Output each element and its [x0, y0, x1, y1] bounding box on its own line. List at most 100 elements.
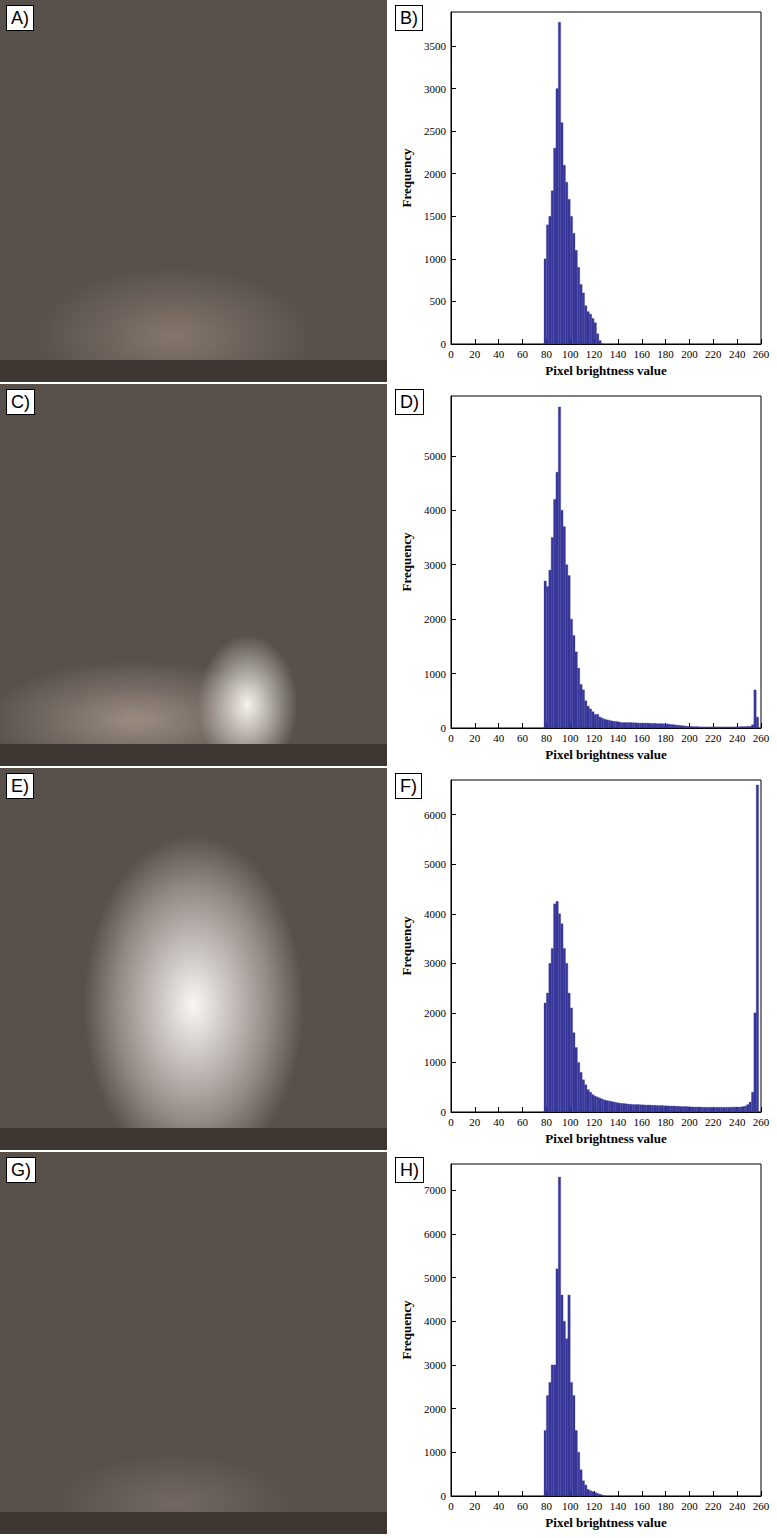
svg-text:40: 40 [493, 1116, 505, 1128]
svg-text:4000: 4000 [424, 1315, 447, 1327]
html-text:C): C) [11, 392, 30, 412]
svg-text:2500: 2500 [424, 125, 447, 137]
html-text:D): D) [400, 392, 419, 412]
svg-text:3000: 3000 [424, 559, 447, 571]
svg-text:120: 120 [586, 1500, 603, 1512]
svg-text:4000: 4000 [424, 908, 447, 920]
svg-text:80: 80 [541, 1116, 553, 1128]
svg-text:260: 260 [753, 1500, 770, 1512]
svg-text:240: 240 [729, 1116, 746, 1128]
svg-text:40: 40 [493, 348, 505, 360]
svg-text:Pixel brightness value: Pixel brightness value [545, 363, 667, 378]
svg-text:0: 0 [441, 1490, 447, 1502]
svg-text:180: 180 [657, 1116, 674, 1128]
svg-text:200: 200 [681, 1116, 698, 1128]
html-text:H): H) [400, 1160, 419, 1180]
svg-text:60: 60 [517, 732, 529, 744]
svg-text:60: 60 [517, 1116, 529, 1128]
svg-text:240: 240 [729, 348, 746, 360]
svg-text:2000: 2000 [424, 168, 447, 180]
svg-text:3500: 3500 [424, 40, 447, 52]
svg-text:500: 500 [430, 295, 447, 307]
svg-text:5000: 5000 [424, 858, 447, 870]
svg-text:160: 160 [634, 1500, 651, 1512]
svg-text:240: 240 [729, 1500, 746, 1512]
svg-text:40: 40 [493, 1500, 505, 1512]
svg-text:4000: 4000 [424, 504, 447, 516]
svg-text:260: 260 [753, 732, 770, 744]
svg-text:0: 0 [441, 1106, 447, 1118]
svg-text:3000: 3000 [424, 957, 447, 969]
html-text:A): A) [11, 8, 29, 28]
svg-text:6000: 6000 [424, 809, 447, 821]
svg-text:160: 160 [634, 348, 651, 360]
svg-text:5000: 5000 [424, 1272, 447, 1284]
svg-text:20: 20 [469, 732, 481, 744]
svg-text:0: 0 [448, 1500, 454, 1512]
svg-text:1000: 1000 [424, 668, 447, 680]
svg-text:180: 180 [657, 732, 674, 744]
svg-text:3000: 3000 [424, 1359, 447, 1371]
svg-text:100: 100 [562, 732, 579, 744]
svg-text:140: 140 [610, 1116, 627, 1128]
svg-text:Frequency: Frequency [399, 1300, 414, 1359]
svg-text:200: 200 [681, 732, 698, 744]
svg-text:2000: 2000 [424, 613, 447, 625]
svg-text:180: 180 [657, 1500, 674, 1512]
svg-text:1000: 1000 [424, 1446, 447, 1458]
svg-text:80: 80 [541, 732, 553, 744]
svg-text:Frequency: Frequency [399, 916, 414, 975]
svg-text:1500: 1500 [424, 210, 447, 222]
svg-text:80: 80 [541, 1500, 553, 1512]
svg-text:220: 220 [705, 732, 722, 744]
svg-text:140: 140 [610, 1500, 627, 1512]
svg-text:2000: 2000 [424, 1403, 447, 1415]
svg-text:260: 260 [753, 1116, 770, 1128]
svg-text:0: 0 [441, 338, 447, 350]
svg-text:260: 260 [753, 348, 770, 360]
svg-text:160: 160 [634, 1116, 651, 1128]
svg-text:Pixel brightness value: Pixel brightness value [545, 1515, 667, 1530]
svg-text:0: 0 [448, 348, 454, 360]
svg-text:100: 100 [562, 1116, 579, 1128]
svg-text:240: 240 [729, 732, 746, 744]
html-text:G): G) [11, 1160, 31, 1180]
svg-text:220: 220 [705, 348, 722, 360]
svg-text:220: 220 [705, 1500, 722, 1512]
html-text:E): E) [11, 776, 29, 796]
html-text:B): B) [400, 8, 418, 28]
svg-text:7000: 7000 [424, 1184, 447, 1196]
svg-text:160: 160 [634, 732, 651, 744]
svg-text:5000: 5000 [424, 450, 447, 462]
svg-text:60: 60 [517, 1500, 529, 1512]
svg-text:80: 80 [541, 348, 553, 360]
svg-text:20: 20 [469, 1500, 481, 1512]
svg-text:0: 0 [448, 732, 454, 744]
svg-text:Pixel brightness value: Pixel brightness value [545, 747, 667, 762]
svg-text:Frequency: Frequency [399, 532, 414, 591]
svg-text:Pixel brightness value: Pixel brightness value [545, 1131, 667, 1146]
svg-text:Frequency: Frequency [399, 148, 414, 207]
svg-text:120: 120 [586, 1116, 603, 1128]
svg-text:20: 20 [469, 348, 481, 360]
svg-text:140: 140 [610, 348, 627, 360]
svg-text:0: 0 [441, 722, 447, 734]
svg-text:120: 120 [586, 732, 603, 744]
svg-text:3000: 3000 [424, 83, 447, 95]
svg-text:0: 0 [448, 1116, 454, 1128]
svg-text:200: 200 [681, 1500, 698, 1512]
svg-text:100: 100 [562, 1500, 579, 1512]
svg-text:1000: 1000 [424, 253, 447, 265]
svg-text:60: 60 [517, 348, 529, 360]
svg-text:180: 180 [657, 348, 674, 360]
svg-text:6000: 6000 [424, 1228, 447, 1240]
svg-text:140: 140 [610, 732, 627, 744]
svg-text:200: 200 [681, 348, 698, 360]
svg-text:40: 40 [493, 732, 505, 744]
svg-text:2000: 2000 [424, 1007, 447, 1019]
svg-text:220: 220 [705, 1116, 722, 1128]
svg-text:120: 120 [586, 348, 603, 360]
svg-text:100: 100 [562, 348, 579, 360]
svg-text:1000: 1000 [424, 1056, 447, 1068]
svg-text:20: 20 [469, 1116, 481, 1128]
